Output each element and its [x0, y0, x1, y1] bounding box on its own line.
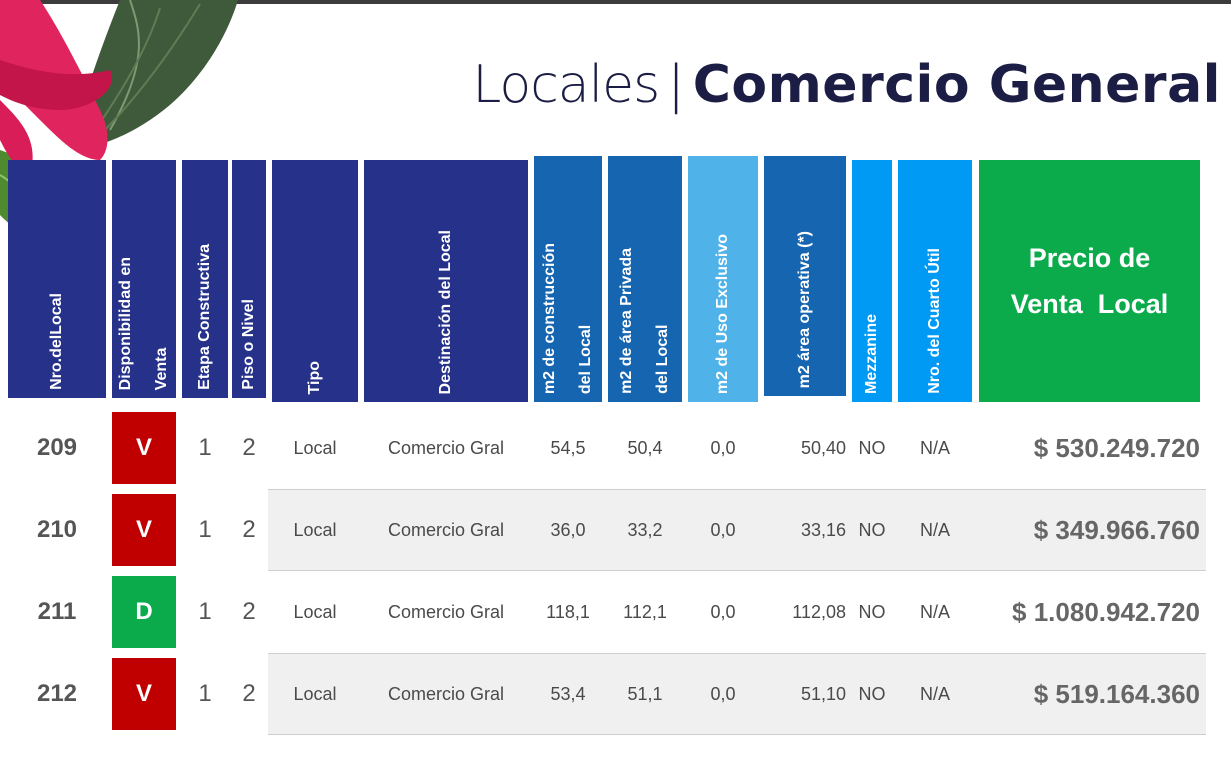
tipo-value: Local — [293, 519, 337, 540]
piso-value: 2 — [242, 516, 256, 543]
title-separator: | — [667, 55, 685, 115]
local-number: 211 — [37, 598, 77, 625]
header-destinacion: Destinación del Local — [364, 160, 528, 402]
cuarto-value: N/A — [919, 601, 950, 622]
m2-construccion-value: 36,0 — [550, 519, 586, 540]
cuarto-value: N/A — [919, 519, 950, 540]
header-piso-label: Piso o Nivel — [240, 299, 257, 390]
top-border — [0, 0, 1231, 4]
table-row: 209 V 1 2 Local Comercio Gral 54,5 50,4 … — [0, 407, 1231, 489]
page-title: Locales | Comercio General — [472, 52, 1221, 118]
table-row: 212 V 1 2 Local Comercio Gral 53,4 51,1 … — [0, 653, 1231, 735]
destinacion-value: Comercio Gral — [387, 683, 505, 704]
m2-uso-value: 0,0 — [710, 437, 736, 458]
row-band-210 — [268, 489, 1206, 571]
tipo-value: Local — [293, 683, 337, 704]
table-row: 211 D 1 2 Local Comercio Gral 118,1 112,… — [0, 571, 1231, 653]
header-m2-privada-label: m2 de área Privada del Local — [618, 248, 671, 394]
availability-badge: V — [112, 658, 176, 730]
header-disponibilidad: Disponibilidad en Venta — [112, 160, 176, 398]
header-m2-operativa: m2 área operativa (*) — [764, 156, 846, 396]
title-bold: Comercio General — [692, 55, 1221, 115]
m2-operativa-value: 51,10 — [800, 683, 846, 704]
m2-operativa-value: 33,16 — [800, 519, 846, 540]
price-value: $ 349.966.760 — [1033, 514, 1200, 545]
m2-privada-value: 112,1 — [623, 601, 667, 622]
piso-value: 2 — [242, 598, 256, 625]
header-cuarto: Nro. del Cuarto Útil — [898, 160, 972, 402]
header-precio: Precio de Venta Local — [979, 160, 1200, 402]
header-tipo-label: Tipo — [306, 360, 323, 394]
availability-badge: V — [112, 412, 176, 484]
header-mezzanine: Mezzanine — [852, 160, 892, 402]
m2-uso-value: 0,0 — [710, 519, 736, 540]
header-mezzanine-label: Mezzanine — [863, 313, 880, 394]
piso-value: 2 — [242, 434, 256, 461]
header-m2-uso: m2 de Uso Exclusivo — [688, 156, 758, 402]
price-value: $ 1.080.942.720 — [1012, 596, 1200, 627]
header-precio-label: Precio de Venta Local — [1010, 243, 1169, 319]
header-destinacion-label: Destinación del Local — [437, 229, 454, 394]
header-m2-privada: m2 de área Privada del Local — [608, 156, 682, 402]
mezzanine-value: NO — [858, 683, 886, 704]
header-piso: Piso o Nivel — [232, 160, 266, 398]
price-value: $ 530.249.720 — [1033, 432, 1200, 463]
m2-privada-value: 50,4 — [627, 437, 663, 458]
price-value: $ 519.164.360 — [1033, 678, 1200, 709]
mezzanine-value: NO — [858, 437, 886, 458]
header-m2-construccion-label: m2 de construcción del Local — [541, 242, 594, 394]
tipo-value: Local — [293, 437, 337, 458]
m2-construccion-value: 53,4 — [550, 683, 586, 704]
local-number: 212 — [36, 680, 78, 707]
etapa-value: 1 — [198, 516, 212, 543]
header-nro-label: Nro.delLocal — [48, 293, 65, 390]
header-tipo: Tipo — [272, 160, 358, 402]
tipo-value: Local — [293, 601, 337, 622]
m2-construccion-value: 118,1 — [546, 601, 590, 622]
m2-uso-value: 0,0 — [710, 601, 736, 622]
m2-uso-value: 0,0 — [710, 683, 736, 704]
m2-operativa-value: 112,08 — [792, 601, 846, 622]
table-row: 210 V 1 2 Local Comercio Gral 36,0 33,2 … — [0, 489, 1231, 571]
header-nro: Nro.delLocal — [8, 160, 106, 398]
destinacion-value: Comercio Gral — [387, 519, 505, 540]
mezzanine-value: NO — [858, 601, 886, 622]
etapa-value: 1 — [198, 434, 212, 461]
cuarto-value: N/A — [919, 437, 950, 458]
availability-badge: D — [112, 576, 176, 648]
cuarto-value: N/A — [919, 683, 950, 704]
piso-value: 2 — [242, 680, 256, 707]
etapa-value: 1 — [198, 598, 212, 625]
destinacion-value: Comercio Gral — [387, 601, 505, 622]
local-number: 209 — [36, 434, 78, 461]
header-cuarto-label: Nro. del Cuarto Útil — [926, 248, 943, 394]
availability-badge: V — [112, 494, 176, 566]
etapa-value: 1 — [198, 680, 212, 707]
header-m2-operativa-label: m2 área operativa (*) — [796, 230, 813, 388]
header-disponibilidad-label: Disponibilidad en Venta — [117, 256, 170, 390]
header-etapa-label: Etapa Constructiva — [196, 244, 213, 390]
m2-privada-value: 33,2 — [627, 519, 663, 540]
local-number: 210 — [36, 516, 78, 543]
mezzanine-value: NO — [858, 519, 886, 540]
row-band-212 — [268, 653, 1206, 735]
header-m2-uso-label: m2 de Uso Exclusivo — [714, 233, 731, 394]
header-m2-construccion: m2 de construcción del Local — [534, 156, 602, 402]
destinacion-value: Comercio Gral — [387, 437, 505, 458]
m2-construccion-value: 54,5 — [550, 437, 586, 458]
header-etapa: Etapa Constructiva — [182, 160, 228, 398]
m2-privada-value: 51,1 — [627, 683, 663, 704]
title-light: Locales — [472, 55, 660, 115]
m2-operativa-value: 50,40 — [800, 437, 846, 458]
